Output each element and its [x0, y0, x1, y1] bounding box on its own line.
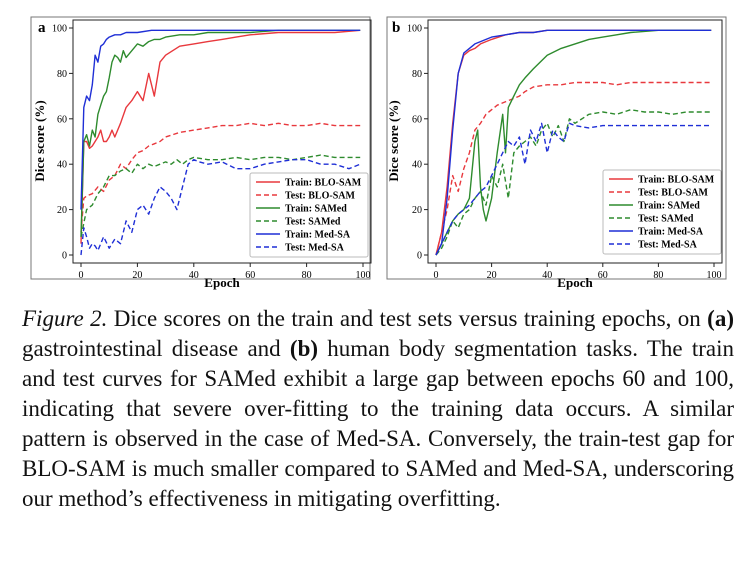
- y-axis-label: Dice score (%): [386, 100, 401, 181]
- y-tick-label: 100: [52, 24, 67, 35]
- x-tick-label: 0: [434, 270, 439, 281]
- legend-entry: Test: BLO-SAM: [638, 188, 708, 199]
- x-tick-label: 20: [132, 270, 142, 281]
- series-line-test-samed: [80, 154, 361, 237]
- series-line-test-blo-sam: [435, 81, 712, 256]
- caption-text-2: gastrointestinal disease and: [22, 336, 290, 361]
- series-line-train-med-sa: [80, 29, 361, 210]
- legend-entry: Train: Med-SA: [638, 227, 704, 238]
- plot-area: [427, 19, 723, 264]
- y-tick-label: 0: [62, 251, 67, 262]
- chart-panel-a: a 0 20 40 60 80 100 0 20 40 60 80 100 Epoch Dice score…: [30, 16, 372, 290]
- y-tick-label: 60: [57, 114, 67, 125]
- caption-text-1: Dice scores on the train and test sets v…: [107, 306, 708, 331]
- plot-area: [72, 19, 372, 264]
- y-tick-label: 60: [412, 114, 422, 125]
- series-line-test-samed: [435, 108, 712, 256]
- series-line-test-med-sa: [80, 158, 361, 256]
- legend-entry: Train: BLO-SAM: [285, 178, 362, 189]
- legend-entry: Train: BLO-SAM: [638, 175, 715, 186]
- y-tick-label: 20: [57, 205, 67, 216]
- y-tick-label: 40: [412, 160, 422, 171]
- legend-entry: Train: SAMed: [638, 201, 700, 212]
- y-tick-label: 40: [57, 160, 67, 171]
- caption-text-3: human body segmentation tasks. The train…: [22, 336, 734, 511]
- x-axis-label: Epoch: [204, 275, 240, 290]
- x-tick-label: 40: [542, 270, 552, 281]
- x-tick-label: 60: [598, 270, 608, 281]
- legend-entry: Train: Med-SA: [285, 230, 351, 241]
- legend-entry: Test: SAMed: [638, 214, 694, 225]
- legend-entry: Test: Med-SA: [638, 240, 698, 251]
- x-tick-label: 80: [653, 270, 663, 281]
- series-line-test-med-sa: [435, 122, 712, 256]
- y-axis-label: Dice score (%): [32, 100, 47, 181]
- series-line-train-samed: [80, 29, 361, 237]
- x-tick-label: 60: [245, 270, 255, 281]
- legend-entry: Test: BLO-SAM: [285, 191, 355, 202]
- legend-entry: Train: SAMed: [285, 204, 347, 215]
- y-tick-label: 0: [417, 251, 422, 262]
- figure-caption: Figure 2. Dice scores on the train and t…: [22, 304, 734, 514]
- y-tick-label: 100: [407, 24, 422, 35]
- legend-box: [249, 172, 369, 258]
- series-line-train-med-sa: [435, 29, 712, 256]
- figure-charts: a 0 20 40 60 80 100 0 20 40 60 80 100 Epoch Dice score…: [30, 16, 727, 290]
- series-line-train-blo-sam: [80, 29, 361, 244]
- x-tick-label: 100: [356, 270, 371, 281]
- legend-entry: Test: SAMed: [285, 217, 341, 228]
- y-tick-label: 80: [57, 69, 67, 80]
- series-line-train-samed: [435, 29, 712, 256]
- panel-label: b: [392, 20, 400, 36]
- series-line-test-blo-sam: [80, 122, 361, 233]
- chart-panel-b: b 0 20 40 60 80 100 0 20 40 60 80 100 Epoch Dice score…: [386, 16, 727, 290]
- caption-ref-a: (a): [707, 306, 734, 331]
- caption-ref-b: (b): [289, 336, 319, 361]
- legend-box: [602, 169, 722, 255]
- x-tick-label: 100: [707, 270, 722, 281]
- legend-entry: Test: Med-SA: [285, 243, 345, 254]
- y-tick-label: 80: [412, 69, 422, 80]
- x-tick-label: 20: [487, 270, 497, 281]
- x-axis-label: Epoch: [557, 275, 593, 290]
- caption-label: Figure 2.: [22, 306, 108, 331]
- x-tick-label: 0: [79, 270, 84, 281]
- y-tick-label: 20: [412, 205, 422, 216]
- x-tick-label: 40: [189, 270, 199, 281]
- x-tick-label: 80: [302, 270, 312, 281]
- panel-label: a: [38, 20, 46, 36]
